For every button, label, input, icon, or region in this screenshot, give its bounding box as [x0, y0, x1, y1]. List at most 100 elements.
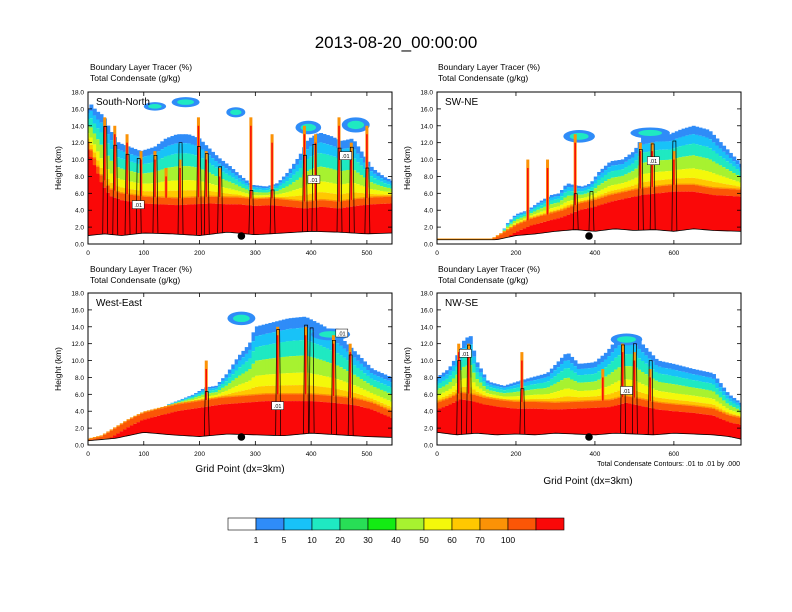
tracer-shading [705, 185, 710, 188]
tracer-shading [265, 192, 270, 196]
tracer-shading [661, 171, 666, 180]
tracer-shading [346, 199, 351, 201]
tracer-shading [244, 361, 249, 372]
tracer-shading [725, 421, 730, 437]
tracer-shading [214, 155, 219, 162]
tracer-shading [536, 408, 541, 435]
tracer-shading [671, 376, 676, 385]
tracer-shading [590, 199, 595, 201]
tracer-shading [695, 413, 700, 435]
tracer-shading [150, 183, 155, 192]
tracer-shading [265, 385, 270, 395]
tracer-shading [472, 389, 477, 395]
tracer-shading [332, 146, 337, 157]
tracer-shading [664, 149, 669, 160]
tracer-shading [295, 179, 300, 190]
tracer-shading [288, 196, 293, 201]
tracer-shading [502, 385, 507, 388]
tracer-shading [295, 200, 300, 208]
tracer-shading [715, 163, 720, 175]
tracer-shading [637, 348, 642, 359]
tracer-shading [217, 398, 222, 405]
convective-core [314, 142, 317, 201]
tracer-shading [614, 189, 619, 194]
tracer-shading [251, 189, 256, 193]
tracer-shading [386, 416, 391, 438]
condensate-contour [364, 167, 371, 234]
tracer-shading [684, 183, 689, 185]
tracer-shading [244, 371, 249, 383]
x-tick-label: 0 [435, 250, 439, 257]
tracer-shading [543, 198, 548, 201]
tracer-shading [322, 402, 327, 434]
tracer-shading [664, 184, 669, 186]
tracer-shading [221, 187, 226, 193]
tracer-shading [539, 402, 544, 409]
tracer-shading [386, 400, 391, 406]
tracer-shading [718, 411, 723, 419]
tracer-shading [617, 390, 622, 398]
tracer-shading [298, 393, 303, 395]
tracer-shading [281, 342, 286, 357]
tracer-shading [705, 137, 710, 147]
tracer-shading [661, 141, 666, 150]
tracer-shading [160, 190, 165, 198]
tracer-shading [674, 169, 679, 179]
tracer-shading [194, 190, 199, 198]
tracer-shading [200, 407, 205, 437]
x-tick-label: 0 [86, 250, 90, 257]
tracer-shading [197, 197, 202, 205]
tracer-shading [221, 192, 226, 198]
tracer-shading [438, 383, 443, 389]
tracer-shading [254, 187, 259, 190]
tracer-shading [691, 404, 696, 407]
x-tick-label: 600 [668, 451, 679, 458]
tracer-shading [620, 175, 625, 184]
tracer-shading [593, 367, 598, 374]
tracer-shading [281, 330, 286, 342]
tracer-shading [570, 205, 575, 207]
y-tick-label: 6.0 [75, 392, 84, 399]
tracer-shading [305, 317, 310, 329]
tracer-shading [160, 158, 165, 170]
tracer-shading [512, 396, 517, 400]
tracer-shading [556, 401, 561, 403]
tracer-shading [448, 393, 453, 398]
location-marker [585, 433, 593, 441]
tracer-shading [627, 186, 632, 191]
tracer-shading [607, 394, 612, 401]
tracer-shading [261, 324, 266, 335]
tracer-shading [322, 387, 327, 396]
tracer-shading [705, 193, 710, 230]
tracer-shading [462, 356, 467, 367]
tracer-shading [163, 204, 168, 234]
tracer-shading [89, 144, 94, 151]
tracer-shading [735, 402, 740, 406]
convective-core [154, 159, 156, 198]
tracer-shading [715, 378, 720, 384]
tracer-shading [210, 184, 215, 192]
tracer-shading [254, 336, 259, 347]
tracer-shading [664, 159, 669, 172]
tracer-shading [106, 432, 111, 439]
tracer-shading [254, 346, 259, 361]
tracer-shading [386, 392, 391, 401]
tracer-shading [183, 197, 188, 205]
tracer-shading [356, 172, 361, 185]
tracer-shading [265, 198, 270, 206]
tracer-shading [379, 405, 384, 407]
tracer-shading [543, 373, 548, 378]
tracer-shading [261, 198, 266, 206]
tracer-shading [170, 412, 175, 435]
tracer-shading [668, 159, 673, 171]
tracer-shading [325, 154, 330, 168]
tracer-shading [590, 381, 595, 391]
tracer-shading [641, 406, 646, 435]
tracer-shading [200, 390, 205, 393]
tracer-shading [620, 164, 625, 170]
tracer-shading [89, 104, 94, 111]
tracer-shading [661, 398, 666, 404]
tracer-shading [657, 160, 662, 172]
tracer-shading [657, 409, 662, 435]
tracer-shading [123, 192, 128, 194]
